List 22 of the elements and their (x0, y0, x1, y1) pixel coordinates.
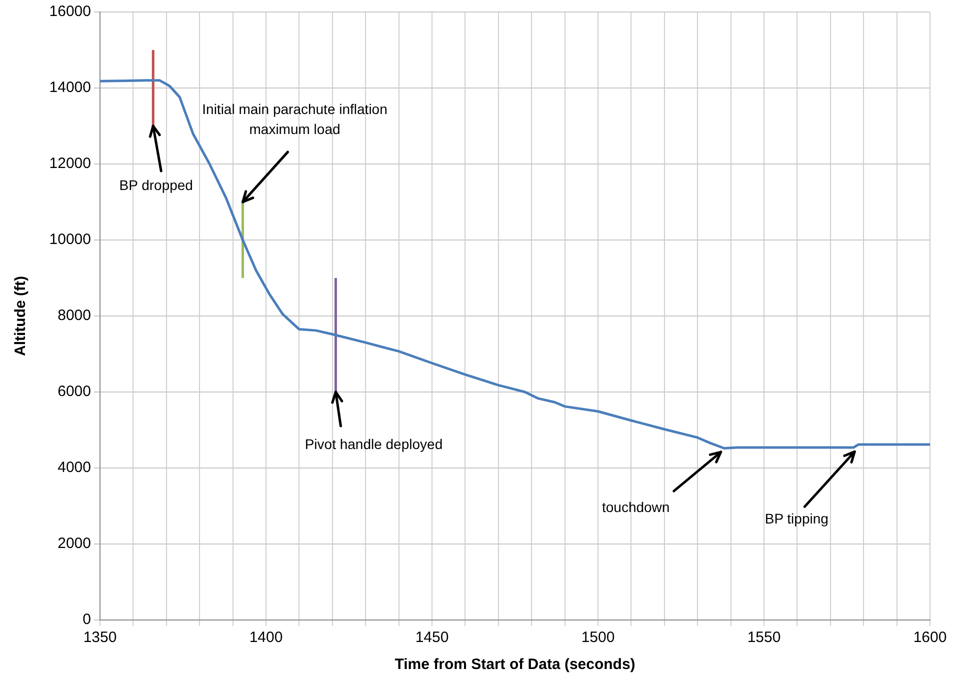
x-axis-title: Time from Start of Data (seconds) (394, 656, 636, 674)
y-tick-label: 16000 (49, 3, 91, 20)
x-tick-label: 1500 (581, 629, 615, 646)
y-tick-label: 8000 (58, 307, 91, 324)
annotation: BP tipping (764, 510, 828, 527)
x-tick-label: 1450 (415, 629, 449, 646)
y-tick-label: 4000 (58, 459, 91, 476)
x-tick-label: 1600 (913, 629, 947, 646)
y-tick-label: 6000 (58, 383, 91, 400)
x-tick-label: 1550 (747, 629, 781, 646)
annotation: BP dropped (119, 176, 193, 193)
y-tick-label: 0 (82, 611, 91, 628)
y-axis-title: Altitude (ft) (12, 276, 30, 356)
y-tick-label: 14000 (49, 79, 91, 96)
y-tick-label: 2000 (58, 535, 91, 552)
x-tick-label: 1350 (83, 629, 117, 646)
y-tick-label: 10000 (49, 231, 91, 248)
y-tick-label: 12000 (49, 155, 91, 172)
annotation: Initial main parachute inflation maximum load (202, 100, 388, 137)
annotation: Pivot handle deployed (304, 436, 443, 452)
x-tick-label: 1400 (249, 629, 283, 646)
annotation: touchdown (602, 498, 670, 515)
